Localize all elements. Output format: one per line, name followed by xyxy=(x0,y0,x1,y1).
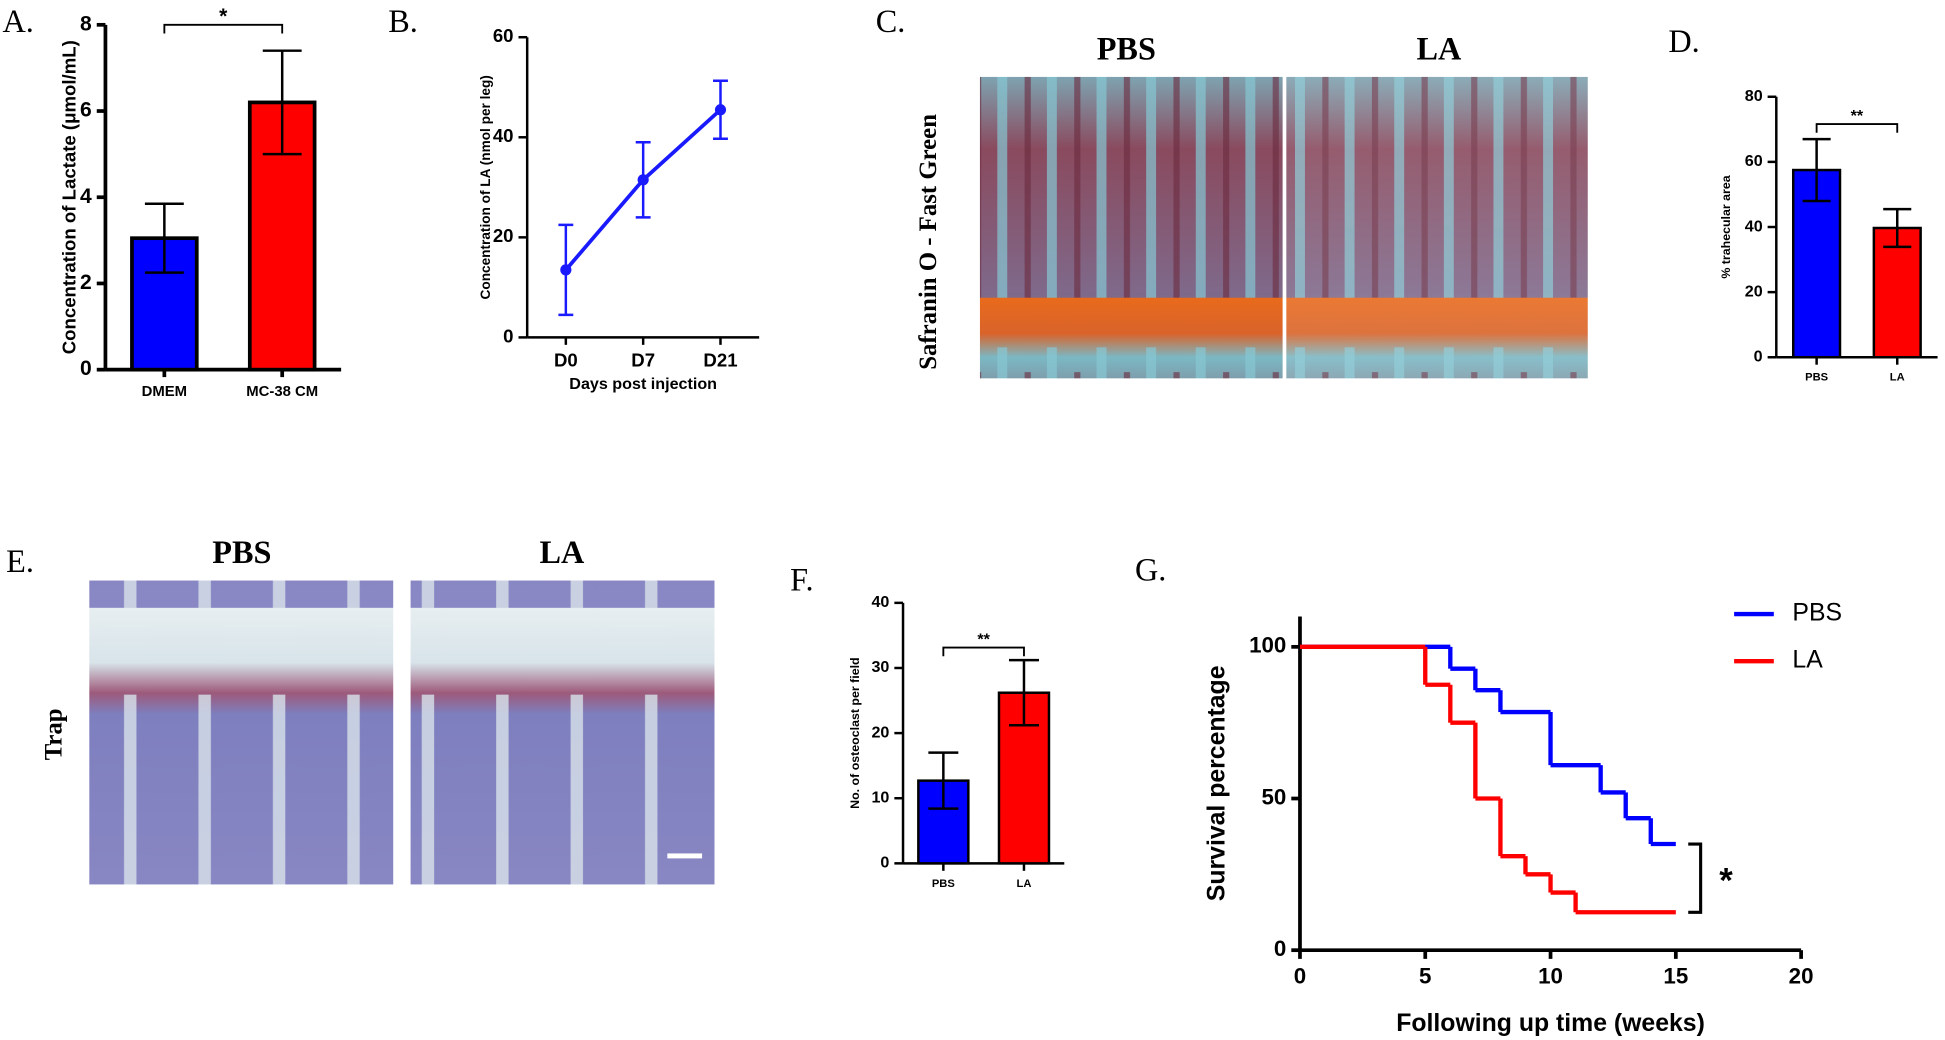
y-axis-label: Survival percentage xyxy=(1204,666,1231,902)
significance-label: * xyxy=(1719,862,1733,900)
x-tick-label: D21 xyxy=(703,350,737,371)
scale-bar xyxy=(667,853,703,859)
y-tick-label: 60 xyxy=(493,25,514,46)
image-panel-c: C. PBS LA Safranin O - Fast Green xyxy=(876,3,1588,379)
significance-bracket xyxy=(942,646,1025,657)
histology-image xyxy=(89,580,394,885)
image-title: LA xyxy=(1416,31,1462,67)
error-bar xyxy=(1802,137,1831,203)
x-tick-label: 0 xyxy=(1294,963,1306,988)
error-bar xyxy=(262,49,302,156)
panel-label: B. xyxy=(388,3,418,39)
y-tick-label: 0 xyxy=(1274,936,1286,961)
x-axis-label: Following up time (weeks) xyxy=(1396,1010,1705,1037)
significance-bracket xyxy=(163,23,284,34)
x-tick-label: MC-38 CM xyxy=(246,384,318,400)
legend-label: PBS xyxy=(1792,600,1842,627)
legend-label: LA xyxy=(1792,647,1823,674)
panel-label: F. xyxy=(790,561,813,597)
y-tick-label: 6 xyxy=(80,99,92,122)
y-axis-label: Concentration of Lactate (μmol/mL) xyxy=(59,40,80,354)
stain-label: Trap xyxy=(41,708,68,760)
x-tick-label: DMEM xyxy=(142,384,187,400)
histology-image xyxy=(410,580,715,885)
x-tick-label: 20 xyxy=(1789,963,1814,988)
histology-image xyxy=(979,76,1283,379)
y-tick-label: 30 xyxy=(871,658,889,676)
y-tick-label: 10 xyxy=(871,788,889,806)
y-tick-label: 2 xyxy=(80,271,92,294)
panel-label: C. xyxy=(876,3,906,39)
y-tick-label: 0 xyxy=(880,854,889,872)
y-tick-label: 20 xyxy=(493,225,514,246)
y-tick-label: 0 xyxy=(503,325,513,346)
x-axis-label: Days post injection xyxy=(569,375,717,393)
image-title: PBS xyxy=(212,534,271,570)
chart-panel: F. 0 10 20 30 40 No. of osteoclast per field PB… xyxy=(790,561,1065,890)
x-tick-label: D7 xyxy=(631,350,655,371)
image-title: LA xyxy=(540,534,586,570)
y-tick-label: 4 xyxy=(80,185,92,208)
y-tick-label: 40 xyxy=(1745,217,1763,235)
significance-bracket xyxy=(1688,842,1703,914)
significance-label: * xyxy=(219,5,228,28)
y-tick-label: 50 xyxy=(1262,784,1287,809)
x-tick-label: LA xyxy=(1890,372,1905,384)
y-tick-label: 40 xyxy=(493,125,514,146)
error-bar xyxy=(144,202,184,274)
image-title: PBS xyxy=(1097,31,1156,67)
y-tick-label: 0 xyxy=(80,357,92,380)
y-tick-label: 100 xyxy=(1249,633,1286,658)
stain-label: Safranin O - Fast Green xyxy=(915,114,942,370)
x-tick-label: LA xyxy=(1017,878,1032,890)
y-tick-label: 20 xyxy=(871,723,889,741)
y-tick-label: 20 xyxy=(1745,282,1763,300)
panel-label: G. xyxy=(1135,551,1166,587)
error-bar xyxy=(1883,207,1912,249)
x-tick-label: 15 xyxy=(1663,963,1688,988)
x-tick-label: PBS xyxy=(1805,372,1828,384)
significance-label: ** xyxy=(1851,107,1864,125)
y-tick-label: 80 xyxy=(1745,87,1763,105)
y-tick-label: 40 xyxy=(871,593,889,611)
y-tick-label: 8 xyxy=(80,12,92,35)
significance-label: ** xyxy=(977,630,990,648)
x-tick-label: 10 xyxy=(1538,963,1563,988)
y-tick-label: 60 xyxy=(1745,152,1763,170)
y-axis-label: % trahecular area xyxy=(1719,175,1733,278)
x-tick-label: D0 xyxy=(554,350,578,371)
panel-label: A. xyxy=(2,3,33,39)
chart-panel: D. 0 20 40 60 80 % trahecular area PBS LA ** xyxy=(1668,23,1938,384)
x-tick-label: PBS xyxy=(932,878,955,890)
point xyxy=(714,104,727,116)
point xyxy=(560,264,572,276)
y-tick-label: 0 xyxy=(1754,348,1763,366)
y-axis-label: Concentration of LA (nmol per leg) xyxy=(478,75,493,299)
y-axis-label: No. of osteoclast per field xyxy=(848,657,862,808)
panel-label: E. xyxy=(6,543,34,579)
image-panel-e: E. PBS LA Trap xyxy=(6,534,715,885)
histology-image xyxy=(1286,76,1588,379)
bar xyxy=(1872,226,1922,359)
x-tick-label: 5 xyxy=(1419,963,1431,988)
chart-panel: B. 0 20 40 60 Concentration of LA (nmol per l… xyxy=(388,3,760,393)
point xyxy=(637,174,649,186)
panel-label: D. xyxy=(1668,23,1699,59)
error-bar xyxy=(1008,658,1039,727)
significance-bracket xyxy=(1815,123,1899,133)
error-bar xyxy=(928,751,959,810)
